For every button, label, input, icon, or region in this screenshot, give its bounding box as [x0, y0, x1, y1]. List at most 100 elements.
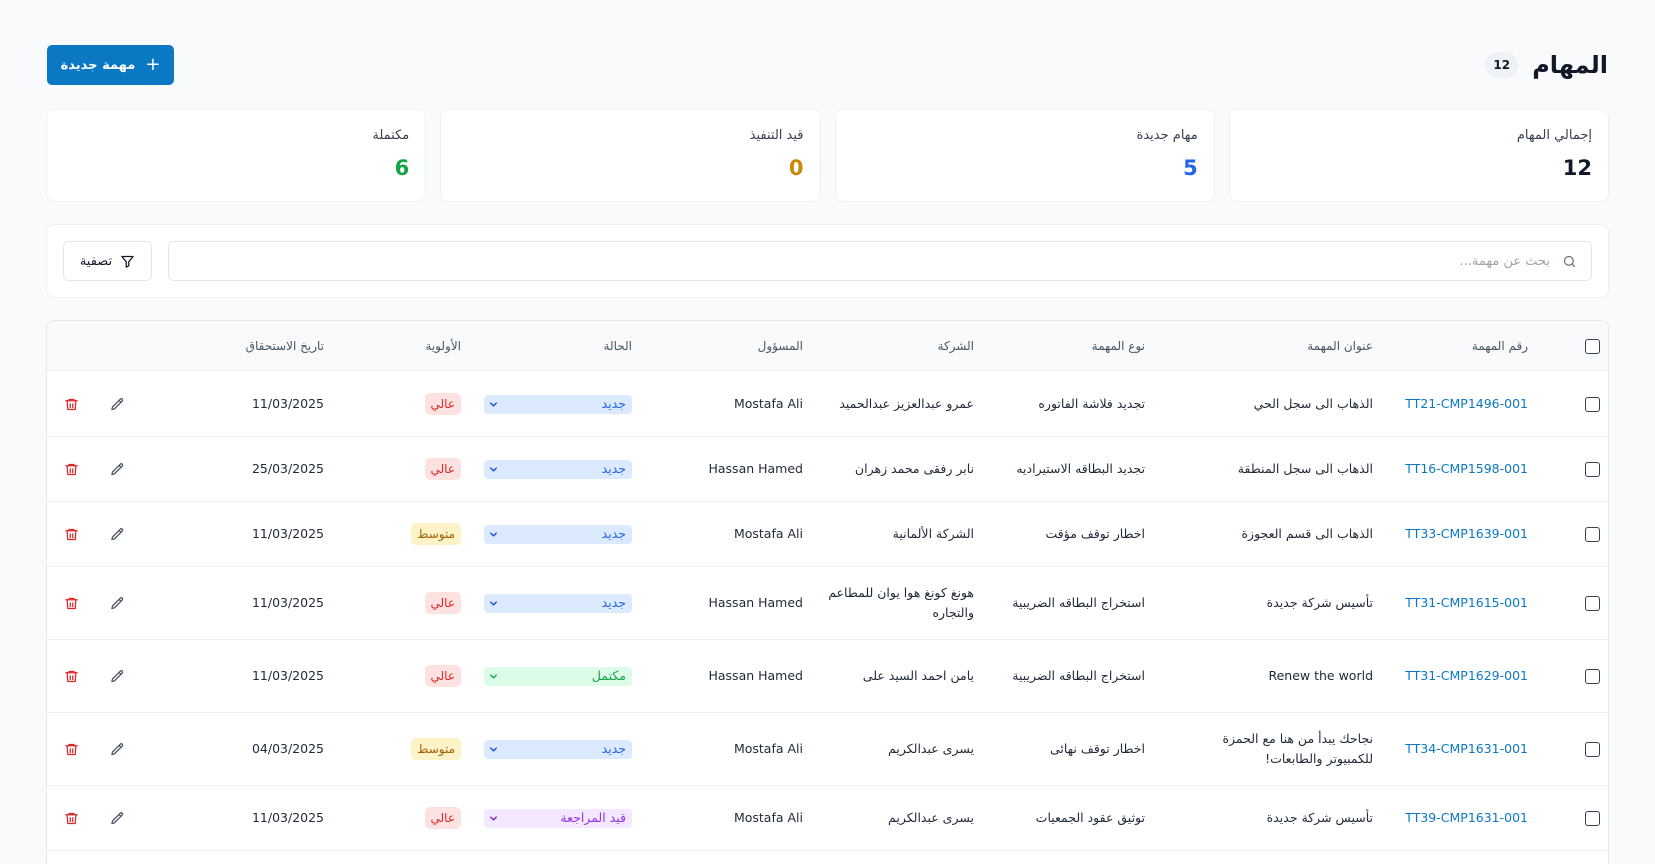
stat-card-completed: مكتملة 6 [47, 110, 426, 201]
trash-icon[interactable] [61, 524, 81, 544]
new-task-button-label: مهمة جديدة [60, 57, 136, 73]
assignee-cell: Hassan Hamed [708, 567, 803, 639]
chevron-down-icon [490, 466, 497, 472]
task-number-cell: TT31-CMP1615-001 [1405, 567, 1528, 639]
row-checkbox[interactable] [1585, 396, 1600, 412]
task-number-link[interactable]: TT34-CMP1631-001 [1405, 741, 1528, 756]
task-number-link[interactable]: TT16-CMP1598-001 [1405, 461, 1528, 476]
stat-value: 0 [788, 156, 804, 180]
task-number-link[interactable]: TT39-CMP1631-001 [1405, 810, 1528, 825]
plus-icon: + [145, 54, 161, 75]
task-title-cell: الذهاب الى قسم العجوزة [1173, 502, 1373, 566]
task-number-link[interactable]: TT21-CMP1496-001 [1405, 396, 1528, 411]
stat-card-in-progress: قيد التنفيذ 0 [441, 110, 820, 201]
column-header-company[interactable]: الشركة [937, 339, 974, 353]
filter-button[interactable]: تصفية [63, 241, 152, 281]
table-row[interactable]: TT16-CMP1598-001 الذهاب الى سجل المنطقة تج… [47, 437, 1608, 502]
trash-icon[interactable] [61, 666, 81, 686]
search-input[interactable] [169, 253, 1562, 269]
column-header-type[interactable]: نوع المهمة [1091, 339, 1145, 353]
task-number-cell: TT39-CMP1631-001 [1405, 786, 1528, 850]
table-row[interactable]: TT21-CMP1496-001 الذهاب الى سجل الحي تجديد… [47, 372, 1608, 437]
column-header-task-number[interactable]: رقم المهمة [1471, 339, 1528, 353]
status-dropdown[interactable]: جديد [484, 459, 632, 479]
edit-icon[interactable] [107, 524, 127, 544]
priority-cell: عالي [424, 437, 461, 501]
row-checkbox[interactable] [1585, 595, 1600, 611]
trash-icon[interactable] [61, 394, 81, 414]
priority-badge: متوسط [411, 523, 461, 545]
edit-icon[interactable] [107, 666, 127, 686]
trash-icon[interactable] [61, 739, 81, 759]
status-cell: جديد [484, 502, 632, 566]
priority-badge: عالي [424, 592, 461, 614]
status-value: جديد [601, 396, 626, 411]
task-type: استخراج البطاقه الضريبية [1012, 668, 1145, 683]
task-title-cell: نجاحك يبدأ من هنا مع الحمزة للكمبيوتر وا… [1173, 713, 1373, 785]
row-checkbox[interactable] [1585, 461, 1600, 477]
stat-card-total: إجمالي المهام 12 [1229, 110, 1608, 201]
column-header-title[interactable]: عنوان المهمة [1307, 339, 1373, 353]
task-type: اخطار توقف نهائى [1049, 741, 1145, 756]
column-header-assignee[interactable]: المسؤول [757, 339, 803, 353]
table-row[interactable]: TT39-CMP1631-001 تأسيس شركة جديدة توثيق عق… [47, 786, 1608, 851]
task-title-cell: تأسيس شركة جديدة [1173, 567, 1373, 639]
status-dropdown[interactable]: جديد [484, 739, 632, 759]
task-type: اخطار توقف مؤقت [1045, 526, 1146, 541]
task-number-cell: TT21-CMP1496-001 [1405, 372, 1528, 436]
due-date-cell: 11/03/2025 [252, 502, 324, 566]
stat-value: 5 [1183, 156, 1198, 180]
row-checkbox[interactable] [1585, 526, 1600, 542]
new-task-button[interactable]: + مهمة جديدة [47, 45, 174, 85]
trash-icon[interactable] [61, 593, 81, 613]
status-dropdown[interactable]: جديد [484, 394, 632, 414]
chevron-down-icon [490, 746, 497, 752]
status-dropdown[interactable]: جديد [484, 593, 632, 613]
edit-icon[interactable] [107, 459, 127, 479]
filter-button-label: تصفية [79, 253, 113, 269]
row-checkbox[interactable] [1585, 668, 1600, 684]
edit-cell [107, 640, 127, 712]
assignee-cell: Mostafa Ali [734, 786, 803, 850]
task-count-badge: 12 [1485, 52, 1519, 78]
status-dropdown[interactable]: مكتمل [484, 666, 632, 686]
search-box[interactable] [168, 241, 1592, 281]
company-cell: نابر رفقى محمد زهران [824, 437, 974, 501]
table-row[interactable]: TT34-CMP1631-001 نجاحك يبدأ من هنا مع الح… [47, 713, 1608, 786]
status-dropdown[interactable]: قيد المراجعة [484, 808, 632, 828]
column-header-status[interactable]: الحالة [603, 339, 632, 353]
task-number-link[interactable]: TT33-CMP1639-001 [1405, 526, 1528, 541]
select-all-checkbox[interactable] [1585, 338, 1600, 354]
column-header-due-date[interactable]: تاريخ الاستحقاق [245, 339, 324, 353]
edit-cell [107, 437, 127, 501]
task-type-cell: استخراج البطاقه الضريبية [995, 567, 1145, 639]
task-number-link[interactable]: TT31-CMP1615-001 [1405, 595, 1528, 610]
row-checkbox[interactable] [1585, 810, 1600, 826]
table-row[interactable]: TT31-CMP1615-001 تأسيس شركة جديدة استخراج … [47, 567, 1608, 640]
company-name: يسرى عبدالكريم [888, 810, 974, 825]
task-title: الذهاب الى قسم العجوزة [1241, 526, 1373, 541]
edit-icon[interactable] [107, 739, 127, 759]
priority-cell: متوسط [411, 502, 461, 566]
table-row[interactable]: TT33-CMP1639-001 الذهاب الى قسم العجوزة اخ… [47, 502, 1608, 567]
row-checkbox[interactable] [1585, 741, 1600, 757]
row-select-cell [1585, 786, 1600, 850]
task-number-link[interactable]: TT31-CMP1629-001 [1405, 668, 1528, 683]
stat-label: قيد التنفيذ [749, 128, 804, 143]
edit-icon[interactable] [107, 394, 127, 414]
status-cell: جديد [484, 567, 632, 639]
status-dropdown[interactable]: جديد [484, 524, 632, 544]
stats-row: إجمالي المهام 12 مهام جديدة 5 قيد التنفي… [47, 110, 1608, 201]
task-title: الذهاب الى سجل المنطقة [1237, 461, 1373, 476]
trash-icon[interactable] [61, 459, 81, 479]
table-row[interactable]: TT31-CMP1629-001 Renew the world استخراج ا… [47, 640, 1608, 713]
company-cell: يسرى عبدالكريم [824, 713, 974, 785]
edit-icon[interactable] [107, 593, 127, 613]
task-type-cell: تجديد البطاقه الاستيراديه [995, 437, 1145, 501]
chevron-down-icon [490, 531, 497, 537]
column-header-priority[interactable]: الأولوية [425, 339, 461, 353]
due-date-cell: 11/03/2025 [252, 567, 324, 639]
stat-label: مهام جديدة [1136, 128, 1198, 143]
edit-icon[interactable] [107, 808, 127, 828]
trash-icon[interactable] [61, 808, 81, 828]
